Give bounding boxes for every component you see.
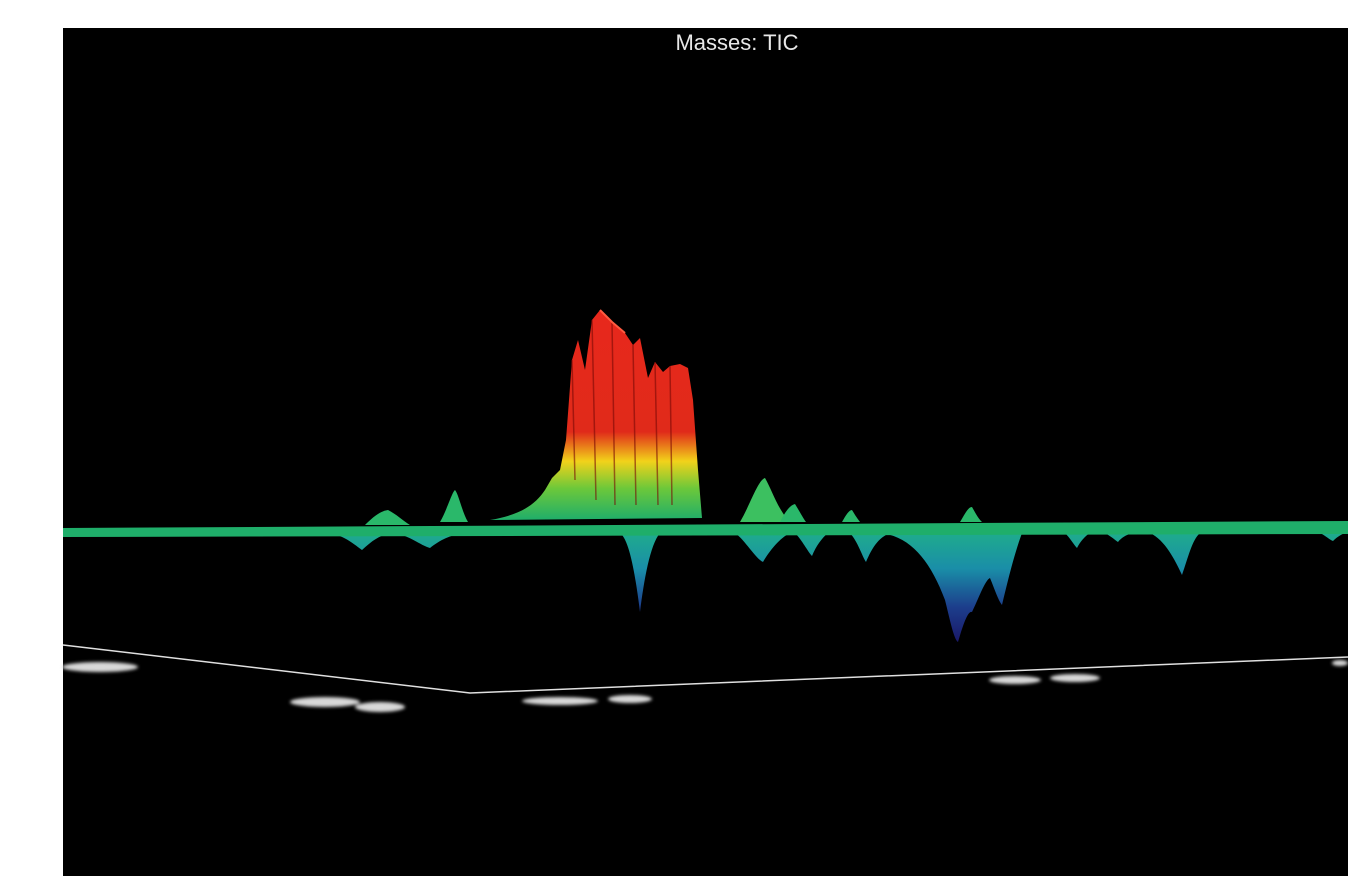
viewport	[63, 28, 1348, 876]
view-title: Masses: TIC	[675, 30, 798, 55]
page: {"title": "Masses: TIC"} Masses: TIC	[0, 0, 1348, 876]
surface-viewer: Masses: TIC	[0, 0, 1348, 876]
